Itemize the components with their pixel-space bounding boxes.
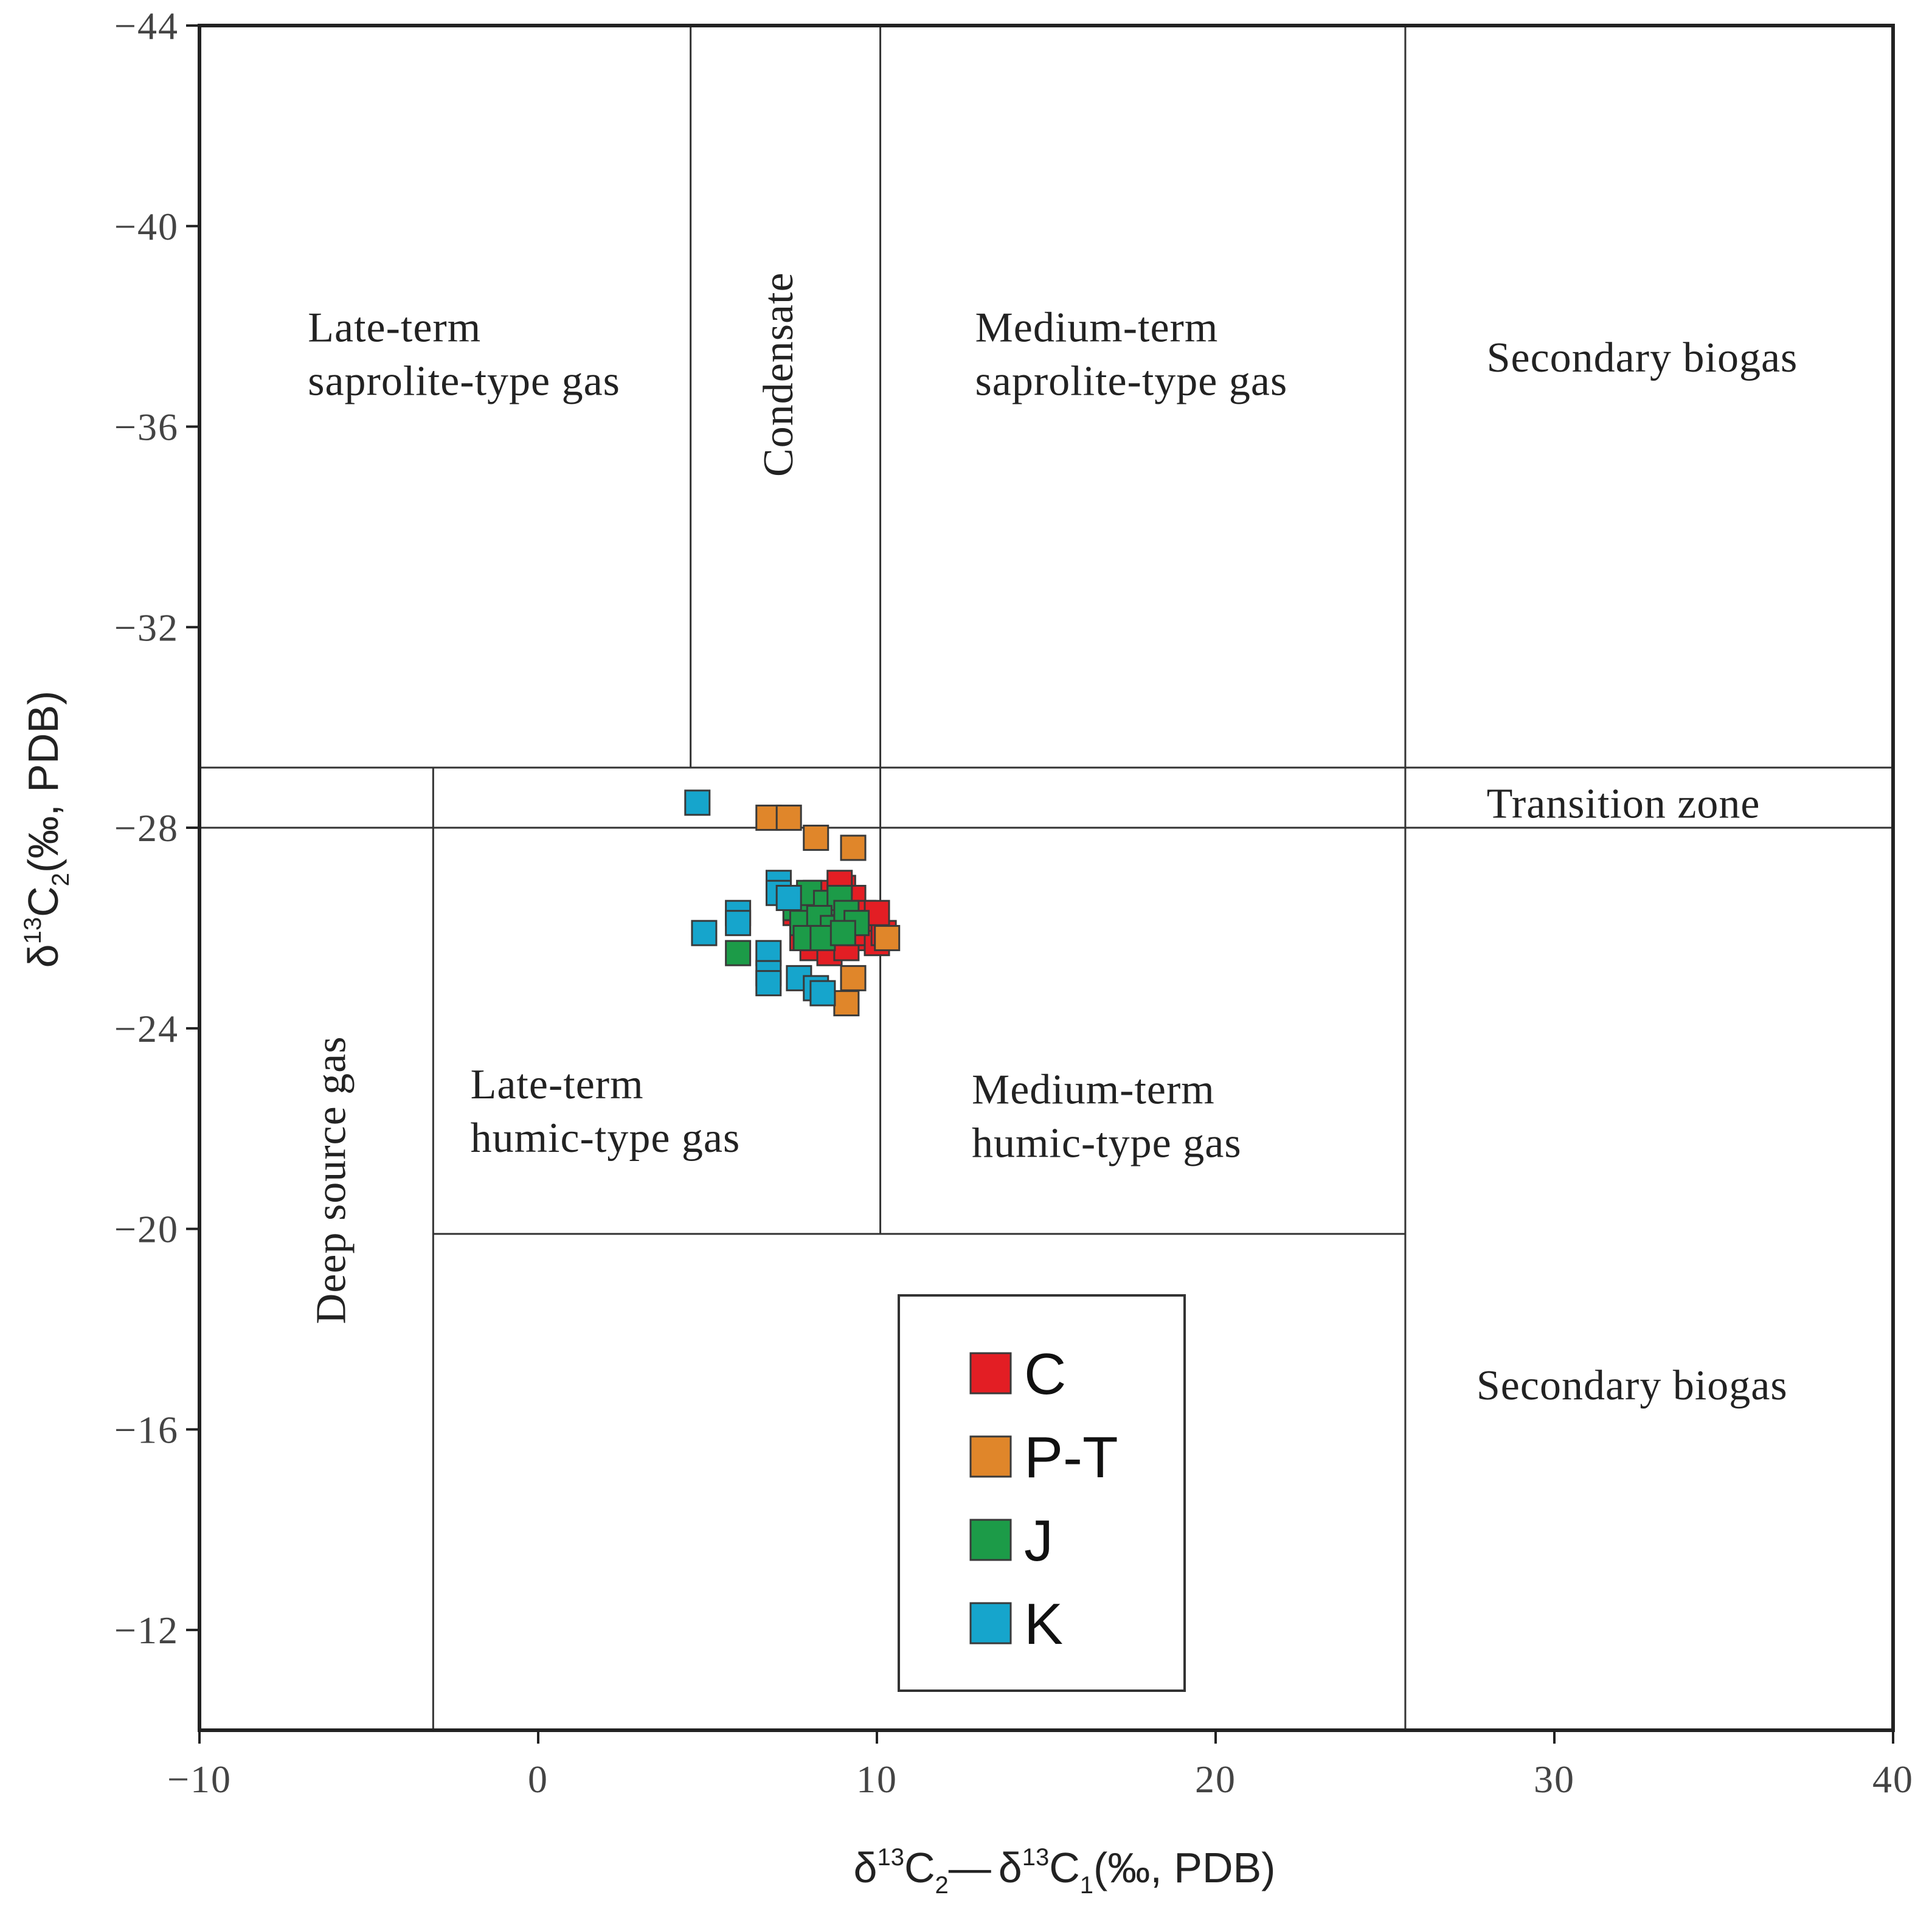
x-title-sub2: 2 bbox=[935, 1872, 949, 1899]
data-point-K bbox=[725, 910, 752, 937]
y-tick-label: −28 bbox=[114, 806, 179, 850]
x-title-sup3: 13 bbox=[1022, 1844, 1050, 1871]
y-title-c: C bbox=[19, 886, 67, 917]
y-tick-label: −44 bbox=[114, 4, 179, 47]
x-title-c1: C bbox=[1049, 1844, 1080, 1891]
zone-label: Secondary biogas bbox=[1487, 334, 1798, 381]
data-point-K bbox=[809, 980, 836, 1007]
zone-label: saprolite-type gas bbox=[308, 358, 620, 404]
y-title-sup: 13 bbox=[19, 917, 46, 944]
y-tick-label: −12 bbox=[114, 1609, 179, 1652]
legend-swatch bbox=[969, 1602, 1012, 1644]
data-point-P-T bbox=[775, 805, 802, 831]
legend-label: K bbox=[1024, 1592, 1063, 1657]
plot-frame bbox=[198, 24, 1895, 1732]
zone-label: Transition zone bbox=[1487, 781, 1761, 828]
y-tick-label: −32 bbox=[114, 606, 179, 649]
x-title-sup1: 13 bbox=[877, 1844, 904, 1871]
x-title-units: (‰, PDB) bbox=[1093, 1844, 1275, 1891]
data-point-P-T bbox=[874, 924, 901, 951]
data-point-P-T bbox=[840, 965, 867, 991]
y-title-delta: δ bbox=[19, 944, 67, 968]
y-tick-label: −16 bbox=[114, 1408, 179, 1451]
legend-swatch bbox=[969, 1519, 1012, 1561]
x-tick-label: 30 bbox=[1534, 1758, 1575, 1801]
x-title-sub1: 1 bbox=[1080, 1872, 1093, 1899]
zone-label: Condensate bbox=[755, 272, 802, 477]
data-point-K bbox=[684, 789, 711, 816]
zone-label: humic-type gas bbox=[471, 1115, 741, 1162]
data-point-P-T bbox=[803, 825, 829, 851]
x-title-c2: C bbox=[904, 1844, 935, 1891]
zone-label: Deep source gas bbox=[308, 1036, 355, 1325]
zone-label: humic-type gas bbox=[972, 1120, 1242, 1166]
x-title-dash: — bbox=[949, 1844, 991, 1891]
legend-swatch bbox=[969, 1352, 1012, 1395]
x-axis: −10 0 10 20 30 40 bbox=[167, 1730, 1914, 1801]
data-point-P-T bbox=[840, 834, 867, 861]
zone-label: Late-term bbox=[471, 1061, 644, 1108]
zone-label: Medium-term bbox=[975, 304, 1219, 351]
y-tick-label: −36 bbox=[114, 406, 179, 449]
x-tick-label: 0 bbox=[528, 1758, 549, 1801]
x-title-delta: δ bbox=[853, 1844, 877, 1891]
legend-label: P-T bbox=[1024, 1425, 1118, 1490]
data-points bbox=[684, 789, 901, 1017]
data-point-J bbox=[829, 920, 856, 946]
zone-label: Secondary biogas bbox=[1477, 1362, 1788, 1409]
zone-labels: Late-term saprolite-type gas Condensate Med… bbox=[308, 272, 1798, 1409]
data-point-K bbox=[755, 970, 782, 997]
data-point-P-T bbox=[833, 990, 860, 1017]
data-point-K bbox=[775, 884, 802, 911]
x-tick-label: −10 bbox=[167, 1758, 232, 1801]
legend-label: C bbox=[1024, 1342, 1066, 1407]
legend: C P-T JK bbox=[898, 1294, 1186, 1692]
data-point-K bbox=[691, 920, 718, 946]
y-tick-label: −24 bbox=[114, 1007, 179, 1050]
zone-label: Medium-term bbox=[972, 1066, 1215, 1113]
x-axis-title: δ13C2— δ13C1(‰, PDB) bbox=[853, 1844, 1275, 1899]
zone-label: saprolite-type gas bbox=[975, 358, 1288, 404]
x-title-delta2: δ bbox=[999, 1844, 1022, 1891]
legend-swatch bbox=[969, 1435, 1012, 1478]
x-tick-label: 10 bbox=[856, 1758, 898, 1801]
data-point-J bbox=[725, 940, 752, 966]
zone-boundaries bbox=[199, 26, 1893, 1730]
y-axis-title: δ13C2(‰, PDB) bbox=[19, 691, 74, 968]
y-tick-label: −20 bbox=[114, 1208, 179, 1251]
x-tick-label: 20 bbox=[1195, 1758, 1236, 1801]
legend-label: J bbox=[1024, 1508, 1053, 1573]
zone-label: Late-term bbox=[308, 304, 481, 351]
y-title-units: (‰, PDB) bbox=[19, 691, 67, 873]
y-tick-label: −40 bbox=[114, 205, 179, 248]
x-tick-label: 40 bbox=[1872, 1758, 1914, 1801]
y-axis: −44 −40 −36 −32 −28 −24 −20 −16 −12 bbox=[114, 4, 199, 1652]
y-title-sub: 2 bbox=[47, 873, 74, 886]
legend-box bbox=[898, 1294, 1186, 1692]
